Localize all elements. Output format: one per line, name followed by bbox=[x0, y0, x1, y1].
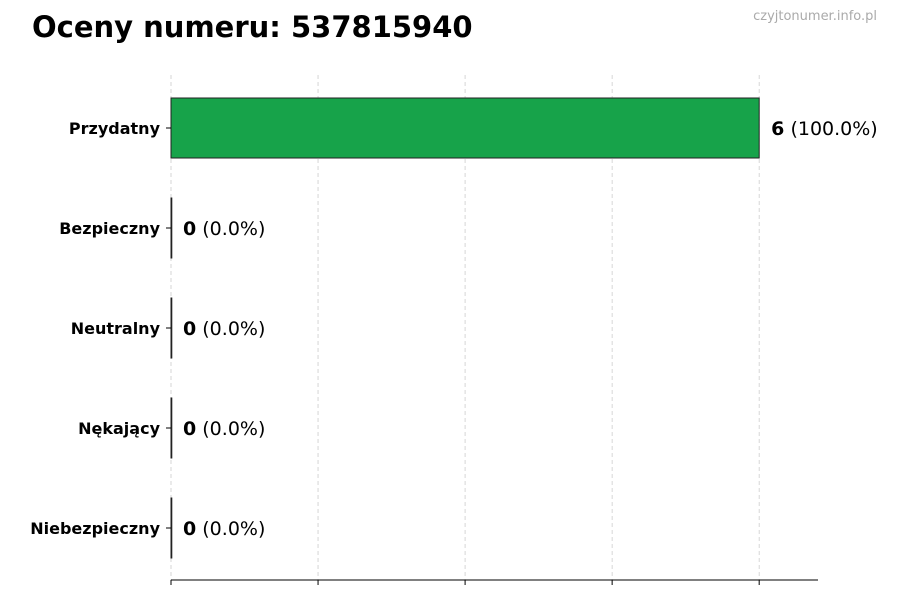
data-label-value: 6 bbox=[771, 118, 784, 140]
y-tick-label-4: Niebezpieczny bbox=[30, 519, 160, 538]
data-label-percent: (0.0%) bbox=[196, 518, 265, 540]
bar-3 bbox=[170, 397, 173, 459]
bar-1 bbox=[170, 197, 173, 259]
data-label-percent: (100.0%) bbox=[784, 118, 877, 140]
data-label-4: 0 (0.0%) bbox=[183, 518, 265, 540]
data-label-1: 0 (0.0%) bbox=[183, 218, 265, 240]
data-label-percent: (0.0%) bbox=[196, 418, 265, 440]
data-label-3: 0 (0.0%) bbox=[183, 418, 265, 440]
data-label-value: 0 bbox=[183, 318, 196, 340]
bar-0 bbox=[170, 97, 760, 159]
data-label-value: 0 bbox=[183, 218, 196, 240]
data-label-0: 6 (100.0%) bbox=[771, 118, 878, 140]
chart-title: Oceny numeru: 537815940 bbox=[32, 10, 473, 44]
y-tick-label-1: Bezpieczny bbox=[59, 219, 160, 238]
data-label-2: 0 (0.0%) bbox=[183, 318, 265, 340]
watermark: czyjtonumer.info.pl bbox=[753, 9, 877, 24]
y-tick-label-3: Nękający bbox=[78, 419, 160, 438]
bar-2 bbox=[170, 297, 173, 359]
data-label-value: 0 bbox=[183, 518, 196, 540]
data-label-percent: (0.0%) bbox=[196, 318, 265, 340]
bar-4 bbox=[170, 497, 173, 559]
y-tick-label-2: Neutralny bbox=[71, 319, 161, 338]
y-tick-label-0: Przydatny bbox=[69, 119, 161, 138]
data-label-value: 0 bbox=[183, 418, 196, 440]
data-label-percent: (0.0%) bbox=[196, 218, 265, 240]
